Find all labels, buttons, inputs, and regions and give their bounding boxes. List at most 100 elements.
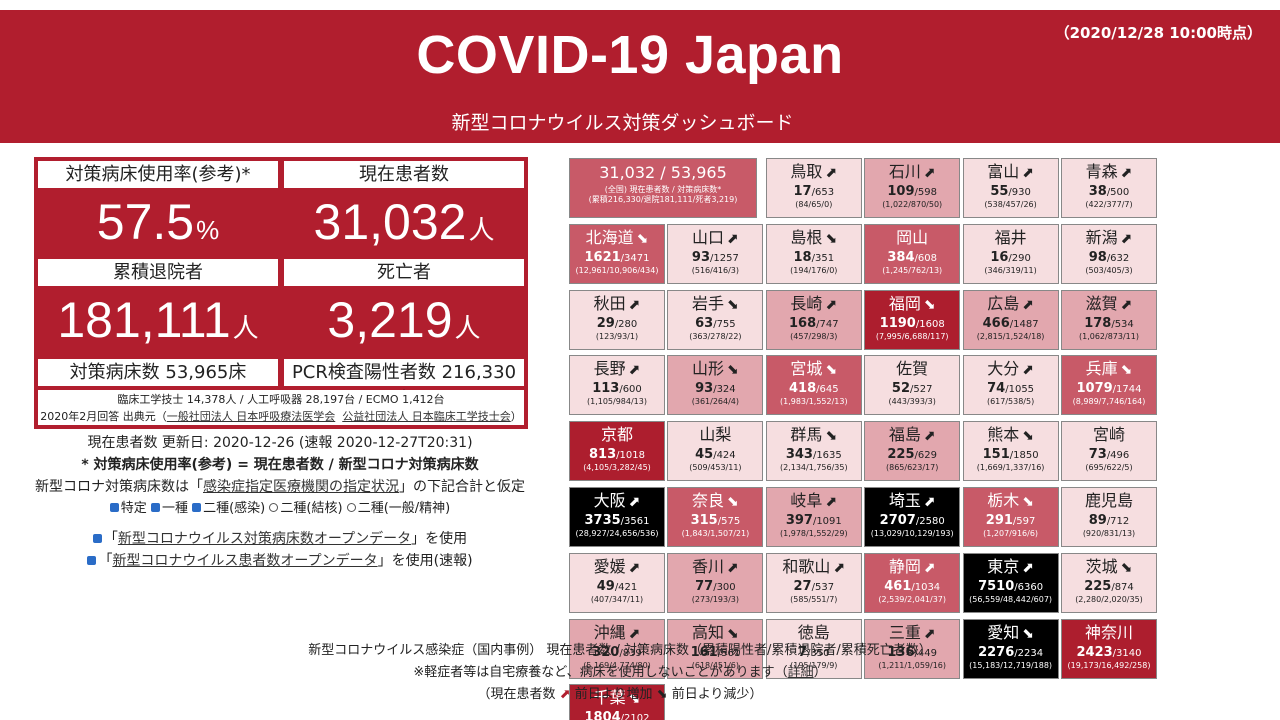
prefecture-tile[interactable]: 山形 ⬊ 93/324 (361/264/4): [667, 355, 764, 416]
checkbox-patients-opendata[interactable]: [87, 555, 97, 565]
prefecture-stat: 1621/3471: [570, 249, 664, 265]
page-title: COVID-19 Japan: [416, 25, 844, 85]
prefecture-tile[interactable]: 大阪 ⬈ 3735/3561 (28,927/24,656/536): [569, 487, 665, 547]
prefecture-stat: 89/712: [1062, 512, 1156, 528]
prefecture-tile[interactable]: 栃木 ⬊ 291/597 (1,207/916/6): [962, 487, 1059, 547]
prefecture-tile[interactable]: 長野 ⬈ 113/600 (1,105/984/13): [569, 355, 665, 416]
prefecture-tile[interactable]: 福井 16/290 (346/319/11): [962, 223, 1059, 284]
prefecture-tile[interactable]: 静岡 ⬈ 461/1034 (2,539/2,041/37): [864, 552, 961, 613]
bed-count: /3561: [620, 516, 650, 527]
checkbox-isshu[interactable]: [150, 503, 160, 512]
prefecture-tile[interactable]: 大分 ⬈ 74/1055 (617/538/5): [962, 355, 1059, 416]
arrow-down-icon: ⬊: [1022, 428, 1034, 445]
prefecture-tile[interactable]: 新潟 ⬈ 98/632 (503/405/3): [1061, 223, 1157, 284]
checkbox-beds-opendata[interactable]: [92, 533, 102, 543]
prefecture-tile[interactable]: 神奈川 2423/3140 (19,173/16,492/258): [1061, 618, 1157, 679]
prefecture-detail: (123/93/1): [595, 331, 639, 341]
prefecture-stat: 225/629: [865, 446, 959, 462]
prefecture-tile[interactable]: 北海道 ⬊ 1621/3471 (12,961/10,906/434): [569, 223, 665, 284]
prefecture-detail: (346/319/11): [984, 265, 1037, 275]
bed-count: /1034: [911, 581, 941, 593]
checkbox-nishu-kansen[interactable]: [192, 503, 202, 512]
prefecture-stat: 93/1257: [668, 249, 762, 265]
source-link-clinical-engineers[interactable]: 公益社団法人 日本臨床工学技士会: [342, 410, 511, 423]
prefecture-name: 秋田 ⬈: [593, 293, 641, 313]
arrow-up-icon: ⬈: [628, 362, 641, 379]
prefecture-tile[interactable]: 滋賀 ⬈ 178/534 (1,062/873/11): [1061, 289, 1157, 350]
patients-value: 31,032人: [313, 194, 495, 250]
prefecture-name: 宮崎: [1092, 425, 1125, 445]
prefecture-tile[interactable]: 徳島 7/350 (195/179/9): [765, 618, 862, 679]
bed-count: /575: [717, 516, 741, 527]
radio-nishu-kekkaku[interactable]: [269, 503, 279, 512]
prefecture-tile[interactable]: 東京 ⬈ 7510/6360 (56,559/48,442/607): [962, 552, 1059, 613]
prefecture-tile[interactable]: 兵庫 ⬊ 1079/1744 (8,989/7,746/164): [1061, 355, 1157, 416]
national-total-value: 31,032 / 53,965: [599, 163, 727, 182]
prefecture-name: 大分 ⬈: [987, 359, 1034, 379]
prefecture-tile[interactable]: 鳥取 ⬈ 17/653 (84/65/0): [765, 158, 862, 218]
prefecture-tile[interactable]: 宮城 ⬊ 418/645 (1,983/1,552/13): [765, 355, 862, 416]
prefecture-detail: (1,022/870/50): [882, 200, 943, 209]
arrow-up-icon: ⬈: [1120, 165, 1133, 181]
prefecture-tile[interactable]: 山梨 45/424 (509/453/11): [667, 421, 764, 482]
prefecture-stat: 73/496: [1062, 446, 1156, 462]
prefecture-detail: (538/457/26): [984, 200, 1037, 209]
prefecture-detail: (2,815/1,524/18): [976, 331, 1045, 341]
prefecture-tile[interactable]: 岡山 384/608 (1,245/762/13): [864, 223, 961, 284]
prefecture-tile[interactable]: 佐賀 52/527 (443/393/3): [864, 355, 961, 416]
prefecture-tile[interactable]: 福岡 ⬊ 1190/1608 (7,995/6,688/117): [864, 289, 961, 350]
prefecture-tile[interactable]: 埼玉 ⬈ 2707/2580 (13,029/10,129/193): [864, 487, 961, 547]
details-link[interactable]: 詳細: [787, 665, 814, 680]
prefecture-tile[interactable]: 熊本 ⬊ 151/1850 (1,669/1,337/16): [962, 421, 1059, 482]
prefecture-tile[interactable]: 愛知 ⬊ 2276/2234 (15,183/12,719/188): [962, 618, 1059, 679]
prefecture-tile[interactable]: 三重 ⬈ 136/449 (1,211/1,059/16): [864, 618, 961, 679]
prefecture-tile[interactable]: 茨城 ⬊ 225/874 (2,280/2,020/35): [1061, 552, 1157, 613]
prefecture-tile[interactable]: 沖縄 ⬈ 320/839 (5,169/4,774/80): [569, 618, 665, 679]
prefecture-tile[interactable]: 秋田 ⬈ 29/280 (123/93/1): [569, 289, 665, 350]
arrow-up-icon: ⬈: [923, 559, 936, 576]
prefecture-stat: 151/1850: [964, 446, 1058, 462]
radio-nishu-ippan[interactable]: [346, 503, 356, 512]
bed-count: /839: [619, 647, 642, 659]
prefecture-stat: 7/350: [767, 644, 861, 660]
beds-opendata-link[interactable]: 新型コロナウイルス対策病床数オープンデータ: [117, 531, 412, 547]
prefecture-tile[interactable]: 宮崎 73/496 (695/622/5): [1061, 421, 1157, 482]
prefecture-tile[interactable]: 富山 ⬈ 55/930 (538/457/26): [962, 158, 1059, 218]
prefecture-tile[interactable]: 香川 ⬈ 77/300 (273/193/3): [667, 552, 764, 613]
prefecture-stat: 2423/3140: [1062, 644, 1156, 660]
prefecture-tile[interactable]: 奈良 ⬊ 315/575 (1,843/1,507/21): [667, 487, 764, 547]
prefecture-name: 千葉 ⬊: [593, 688, 641, 708]
designation-status-link[interactable]: 感染症指定医療機関の指定状況: [203, 479, 399, 495]
prefecture-tile[interactable]: 広島 ⬈ 466/1487 (2,815/1,524/18): [962, 289, 1059, 350]
prefecture-tile[interactable]: 岩手 ⬊ 63/755 (363/278/22): [667, 289, 764, 350]
prefecture-tile[interactable]: 愛媛 ⬈ 49/421 (407/347/11): [569, 552, 665, 613]
current-patients: 461: [884, 578, 912, 594]
prefecture-tile[interactable]: 山口 ⬈ 93/1257 (516/416/3): [667, 223, 764, 284]
prefecture-stat: 7510/6360: [964, 578, 1058, 594]
prefecture-tile[interactable]: 福島 ⬈ 225/629 (865/623/17): [864, 421, 961, 482]
prefecture-tile[interactable]: 島根 ⬊ 18/351 (194/176/0): [765, 223, 862, 284]
source-link-respiratory[interactable]: 一般社団法人 日本呼吸療法医学会: [166, 410, 336, 423]
national-total-tile[interactable]: 31,032 / 53,965 (全国) 現在患者数 / 対策病床数* (累積2…: [569, 158, 757, 218]
prefecture-detail: (194/176/0): [790, 265, 838, 275]
prefecture-tile[interactable]: 長崎 ⬈ 168/747 (457/298/3): [765, 289, 862, 350]
prefecture-tile[interactable]: 京都 813/1018 (4,105/3,282/45): [569, 421, 665, 482]
patients-opendata-link[interactable]: 新型コロナウイルス患者数オープンデータ: [112, 553, 378, 569]
prefecture-stat: 98/632: [1062, 249, 1156, 265]
current-patients: 291: [985, 513, 1013, 528]
current-patients: 2276: [978, 644, 1015, 660]
prefecture-tile[interactable]: 石川 ⬈ 109/598 (1,022/870/50): [864, 158, 961, 218]
prefecture-tile[interactable]: 鹿児島 89/712 (920/831/13): [1061, 487, 1157, 547]
national-total-detail: (累積216,330/退院181,111/死者3,219): [588, 195, 738, 204]
bed-type-options: 特定 一種 二種(感染) 二種(結核) 二種(一般/精神): [0, 498, 560, 520]
prefecture-tile[interactable]: 岐阜 ⬈ 397/1091 (1,978/1,552/29): [765, 487, 862, 547]
current-patients: 168: [788, 315, 817, 331]
current-patients: 77: [695, 578, 714, 594]
prefecture-tile[interactable]: 和歌山 ⬈ 27/537 (585/551/7): [765, 552, 862, 613]
bed-count: /645: [816, 384, 839, 396]
prefecture-tile[interactable]: 青森 ⬈ 38/500 (422/377/7): [1061, 158, 1157, 218]
prefecture-tile[interactable]: 高知 ⬊ 161/561 (618/451/6): [667, 618, 764, 679]
prefecture-tile[interactable]: 千葉⬊1804/2102(10,113/8,195/114): [569, 684, 665, 720]
checkbox-tokutei[interactable]: [109, 503, 119, 512]
prefecture-tile[interactable]: 群馬 ⬊ 343/1635 (2,134/1,756/35): [765, 421, 862, 482]
